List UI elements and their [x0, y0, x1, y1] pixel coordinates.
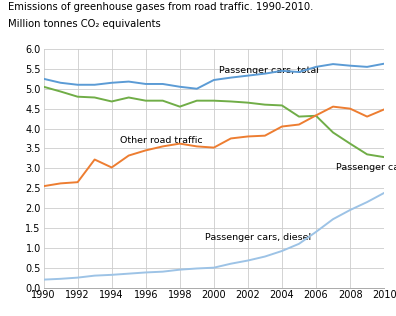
Text: Emissions of greenhouse gases from road traffic. 1990-2010.: Emissions of greenhouse gases from road …	[8, 2, 313, 12]
Text: Million tonnes CO₂ equivalents: Million tonnes CO₂ equivalents	[8, 19, 161, 29]
Text: Passenger cars, petrol: Passenger cars, petrol	[337, 163, 396, 173]
Text: Passenger cars, diesel: Passenger cars, diesel	[206, 233, 311, 242]
Text: Passenger cars, total: Passenger cars, total	[219, 66, 319, 75]
Text: Other road traffic: Other road traffic	[120, 136, 203, 145]
